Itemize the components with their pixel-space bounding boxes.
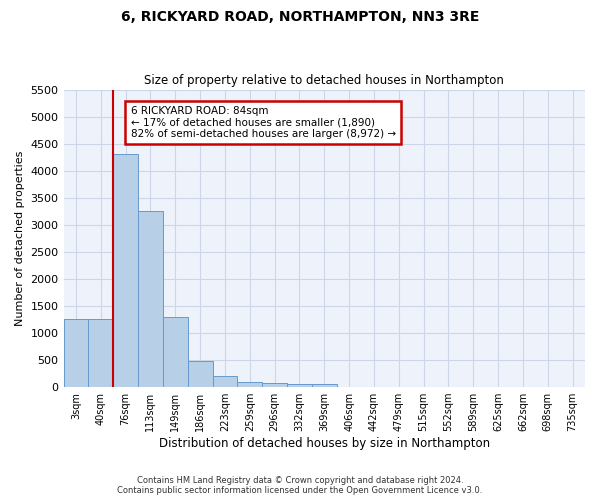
X-axis label: Distribution of detached houses by size in Northampton: Distribution of detached houses by size …	[159, 437, 490, 450]
Bar	[113, 154, 138, 387]
Bar	[188, 362, 212, 387]
Bar	[262, 384, 287, 387]
Text: 6 RICKYARD ROAD: 84sqm
← 17% of detached houses are smaller (1,890)
82% of semi-: 6 RICKYARD ROAD: 84sqm ← 17% of detached…	[131, 106, 396, 139]
Bar	[238, 382, 262, 387]
Bar	[138, 212, 163, 387]
Bar	[88, 320, 113, 387]
Bar	[212, 376, 238, 387]
Bar	[312, 384, 337, 387]
Bar	[287, 384, 312, 387]
Bar	[163, 317, 188, 387]
Text: 6, RICKYARD ROAD, NORTHAMPTON, NN3 3RE: 6, RICKYARD ROAD, NORTHAMPTON, NN3 3RE	[121, 10, 479, 24]
Bar	[64, 320, 88, 387]
Y-axis label: Number of detached properties: Number of detached properties	[15, 150, 25, 326]
Title: Size of property relative to detached houses in Northampton: Size of property relative to detached ho…	[145, 74, 504, 87]
Text: Contains HM Land Registry data © Crown copyright and database right 2024.
Contai: Contains HM Land Registry data © Crown c…	[118, 476, 482, 495]
